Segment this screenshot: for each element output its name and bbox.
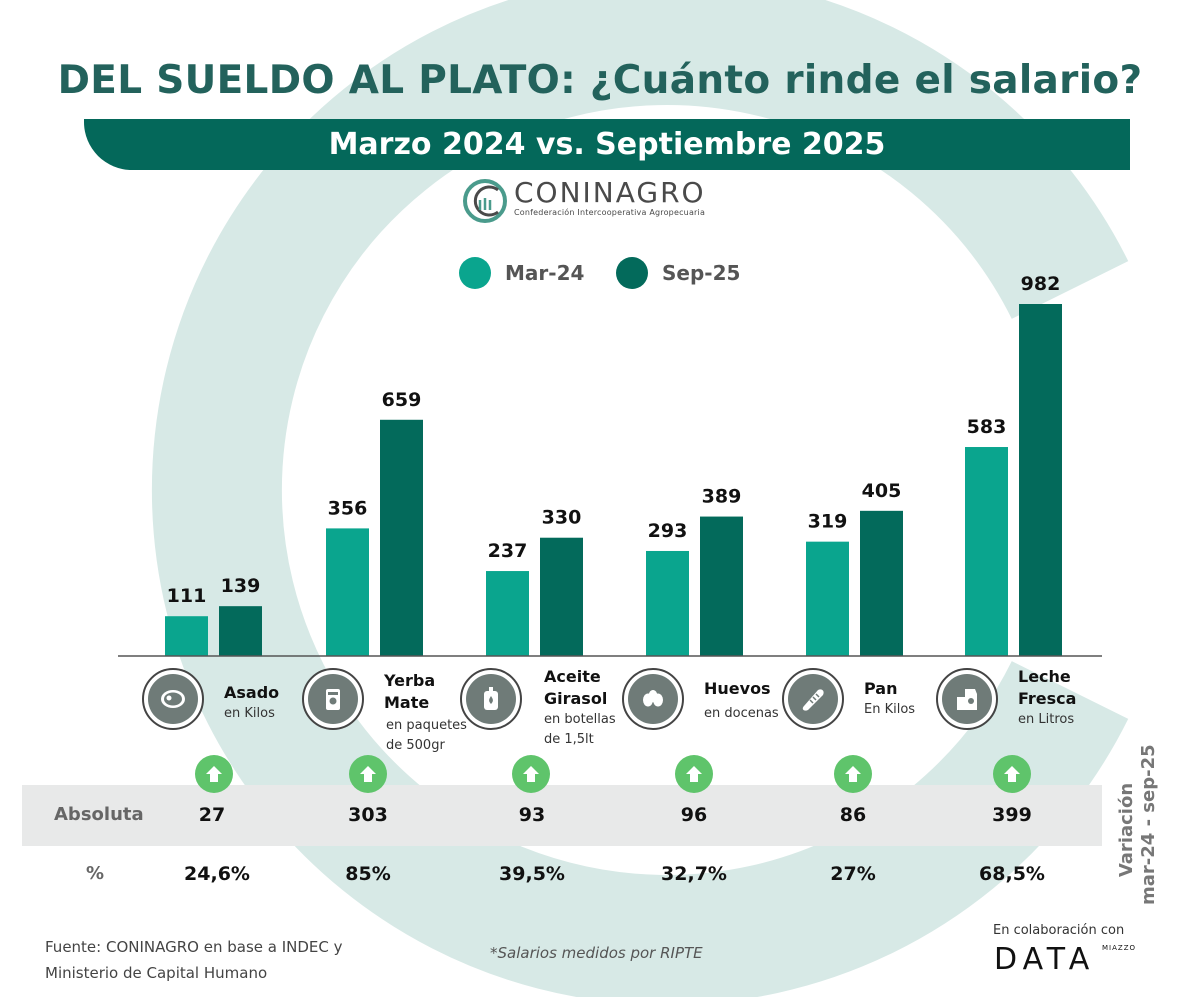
category-unit-yerba-line2: de 500gr xyxy=(386,738,445,753)
source-line-1: Fuente: CONINAGRO en base a INDEC y xyxy=(45,938,343,956)
category-unit-asado: en Kilos xyxy=(224,706,275,721)
bar-mar24-5 xyxy=(965,447,1008,656)
bar-label-mar24-1: 356 xyxy=(328,497,368,519)
bar-mar24-1 xyxy=(326,528,369,656)
up-arrow-icon xyxy=(834,755,872,793)
legend-item-sep25: Sep-25 xyxy=(616,257,740,289)
category-name-leche-line2: Fresca xyxy=(1018,689,1077,708)
category-name-asado: Asado xyxy=(224,683,280,702)
bar-label-mar24-0: 111 xyxy=(167,585,207,607)
legend-item-mar24: Mar-24 xyxy=(459,257,584,289)
coninagro-logo: CONINAGRO Confederación Intercooperativa… xyxy=(462,176,732,226)
up-arrow-icon xyxy=(349,755,387,793)
bar-mar24-0 xyxy=(165,616,208,656)
absolute-row-band xyxy=(22,785,1102,846)
bar-label-sep25-4: 405 xyxy=(862,480,902,502)
steak-icon xyxy=(161,690,185,708)
salary-note: *Salarios medidos por RIPTE xyxy=(490,944,703,962)
percent-value-aceite: 39,5% xyxy=(499,863,565,885)
legend-label-sep25: Sep-25 xyxy=(662,261,741,285)
up-arrow-icon xyxy=(993,755,1031,793)
absolute-value-aceite: 93 xyxy=(518,804,546,826)
category-icon-circle xyxy=(302,668,364,730)
bar-sep25-4 xyxy=(860,510,903,656)
bar-label-sep25-5: 982 xyxy=(1021,273,1061,295)
coninagro-c-icon xyxy=(463,179,507,223)
subtitle-band xyxy=(84,119,1130,170)
logo-name: CONINAGRO xyxy=(514,176,706,209)
bar-label-sep25-0: 139 xyxy=(221,575,261,597)
collaboration-label: En colaboración con xyxy=(993,923,1125,938)
category-icon-circle xyxy=(142,668,204,730)
absolute-value-yerba: 303 xyxy=(348,804,388,826)
absolute-row-label: Absoluta xyxy=(54,804,144,825)
category-name-yerba-line1: Yerba xyxy=(384,671,436,690)
bar-mar24-3 xyxy=(646,550,689,656)
oil-bottle-icon xyxy=(484,687,498,710)
percent-value-yerba: 85% xyxy=(345,863,391,885)
absolute-value-leche: 399 xyxy=(992,804,1032,826)
category-name-leche-line1: Leche xyxy=(1018,667,1071,686)
bar-label-sep25-1: 659 xyxy=(382,389,422,411)
absolute-value-huevos: 96 xyxy=(680,804,708,826)
bar-mar24-2 xyxy=(486,571,529,656)
category-unit-yerba-line1: en paquetes xyxy=(386,718,467,733)
category-name-aceite-line1: Aceite xyxy=(544,667,601,686)
category-unit-leche: en Litros xyxy=(1018,712,1075,727)
data-logo-small: MIAZZO xyxy=(1102,944,1136,952)
percent-value-pan: 27% xyxy=(830,863,876,885)
up-arrow-icon xyxy=(195,755,233,793)
category-unit-pan: En Kilos xyxy=(864,702,916,717)
category-name-aceite-line2: Girasol xyxy=(544,689,608,708)
category-icon-circle xyxy=(460,668,522,730)
variation-title: Variación xyxy=(1116,782,1137,878)
percent-value-huevos: 32,7% xyxy=(661,863,727,885)
page-subtitle: Marzo 2024 vs. Septiembre 2025 xyxy=(328,127,886,162)
percent-value-asado: 24,6% xyxy=(184,863,250,885)
eggs-icon xyxy=(643,690,663,707)
variation-period: mar-24 - sep-25 xyxy=(1138,744,1159,905)
bar-mar24-4 xyxy=(806,541,849,656)
source-note: Fuente: CONINAGRO en base a INDEC y Mini… xyxy=(45,934,343,986)
percent-row-label: % xyxy=(86,863,105,884)
background-c-arc xyxy=(151,0,1129,997)
bar-label-mar24-4: 319 xyxy=(808,511,848,533)
category-name-pan: Pan xyxy=(864,679,898,698)
bar-label-sep25-2: 330 xyxy=(542,507,582,529)
bar-sep25-0 xyxy=(219,606,262,656)
yerba-package-icon xyxy=(326,689,340,710)
up-arrow-icon xyxy=(675,755,713,793)
page-title: DEL SUELDO AL PLATO: ¿Cuánto rinde el sa… xyxy=(57,58,1143,103)
legend-swatch-sep25 xyxy=(616,257,648,289)
bread-icon xyxy=(802,689,824,711)
category-name-huevos: Huevos xyxy=(704,679,771,698)
bar-label-sep25-3: 389 xyxy=(702,486,742,508)
milk-icon xyxy=(957,689,977,710)
legend-swatch-mar24 xyxy=(459,257,491,289)
source-line-2: Ministerio de Capital Humano xyxy=(45,964,268,982)
category-icon-circle xyxy=(782,668,844,730)
absolute-value-pan: 86 xyxy=(839,804,867,826)
category-icon-circle xyxy=(936,668,998,730)
data-logo: DATA xyxy=(994,942,1096,977)
category-unit-huevos: en docenas xyxy=(704,706,779,721)
category-icon-circle xyxy=(622,668,684,730)
bar-sep25-1 xyxy=(380,419,423,656)
up-arrow-icon xyxy=(512,755,550,793)
category-unit-aceite-line2: de 1,5lt xyxy=(544,732,594,747)
bar-label-mar24-5: 583 xyxy=(967,416,1007,438)
bar-sep25-2 xyxy=(540,537,583,656)
bar-sep25-5 xyxy=(1019,304,1062,656)
category-unit-aceite-line1: en botellas xyxy=(544,712,616,727)
percent-value-leche: 68,5% xyxy=(979,863,1045,885)
legend-label-mar24: Mar-24 xyxy=(505,261,585,285)
bar-sep25-3 xyxy=(700,516,743,656)
bar-label-mar24-3: 293 xyxy=(648,520,688,542)
logo-tagline: Confederación Intercooperativa Agropecua… xyxy=(514,208,706,217)
category-name-yerba-line2: Mate xyxy=(384,693,430,712)
absolute-value-asado: 27 xyxy=(198,804,226,826)
bar-label-mar24-2: 237 xyxy=(488,540,528,562)
